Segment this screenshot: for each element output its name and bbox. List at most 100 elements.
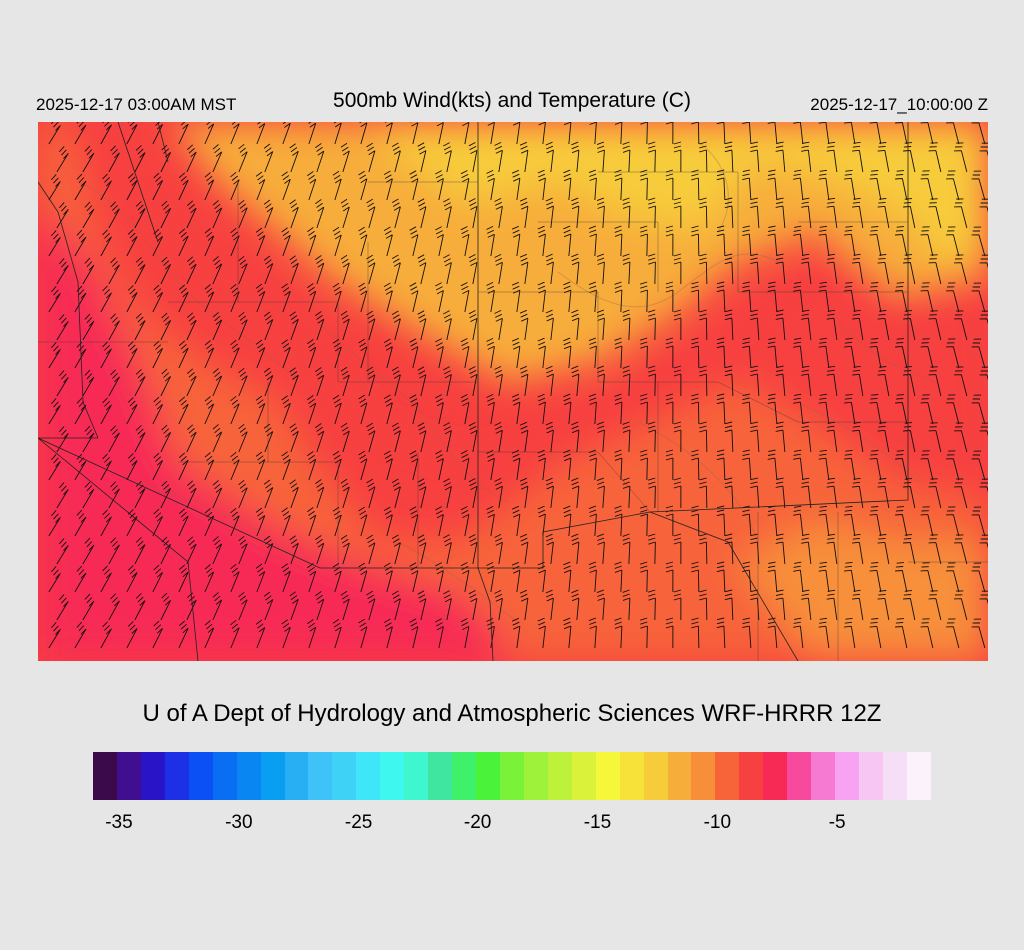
wind-barb <box>537 393 546 425</box>
wind-barb <box>383 450 393 481</box>
wind-barb <box>665 393 674 425</box>
wind-barb <box>742 561 752 593</box>
wind-barb <box>315 479 325 509</box>
wind-barb <box>486 225 495 257</box>
wind-barb <box>545 533 554 565</box>
wind-barb <box>750 309 760 341</box>
wind-barb <box>281 507 291 537</box>
wind-barb <box>920 562 934 593</box>
wind-barb <box>435 618 444 649</box>
wind-barb <box>699 197 708 229</box>
wind-barb <box>852 253 864 285</box>
wind-barb <box>640 393 648 425</box>
wind-barb <box>596 365 605 397</box>
wind-barb <box>979 590 988 605</box>
wind-barb <box>511 281 521 313</box>
wind-barb <box>519 421 529 453</box>
wind-barb <box>100 621 112 649</box>
wind-barb <box>826 253 838 285</box>
wind-barb <box>443 198 452 229</box>
wind-barb <box>614 281 623 313</box>
wind-barb <box>366 142 376 173</box>
wind-barb <box>767 449 778 481</box>
wind-barb <box>622 421 631 453</box>
colorbar-cell <box>739 752 764 800</box>
colorbar-cell <box>499 752 524 800</box>
colorbar-cell <box>882 752 907 800</box>
wind-barb <box>537 169 546 201</box>
wind-barb <box>391 310 401 341</box>
wind-barb <box>767 169 778 201</box>
wind-barb <box>263 535 274 565</box>
wind-barb <box>186 592 197 621</box>
wind-barb <box>877 254 890 285</box>
wind-barb <box>742 225 752 257</box>
wind-barb <box>979 534 988 549</box>
wind-barb <box>160 312 172 341</box>
wind-barb <box>716 505 726 537</box>
wind-barb <box>281 339 291 369</box>
wind-barb <box>511 169 521 201</box>
wind-barb <box>640 169 648 201</box>
wind-barb <box>724 141 734 173</box>
wind-barb <box>545 197 554 229</box>
wind-barb <box>971 618 986 649</box>
wind-barb <box>358 282 368 313</box>
wind-barb <box>108 201 120 229</box>
wind-barb <box>691 393 700 425</box>
wind-barb <box>74 397 87 425</box>
wind-barb <box>417 142 427 173</box>
wind-barb <box>178 508 189 537</box>
wind-barb <box>511 617 521 649</box>
wind-barb <box>699 309 708 341</box>
wind-barb <box>152 396 164 425</box>
wind-barb <box>230 395 240 425</box>
wind-barb <box>204 564 215 593</box>
wind-barb <box>366 590 376 621</box>
wind-barb <box>263 423 274 453</box>
wind-barb <box>691 505 700 537</box>
wind-barb <box>946 562 960 593</box>
wind-barb <box>648 477 656 509</box>
wind-barb <box>417 254 427 285</box>
wind-barb <box>852 533 864 565</box>
wind-barb <box>903 478 916 509</box>
wind-barb <box>844 281 856 313</box>
wind-barb <box>869 562 882 593</box>
colorbar-cell <box>547 752 572 800</box>
wind-barb <box>307 339 317 369</box>
wind-barb <box>409 394 419 425</box>
wind-barb <box>946 282 960 313</box>
wind-barb <box>212 312 223 341</box>
wind-barb <box>928 142 942 173</box>
wind-barb <box>545 365 554 397</box>
wind-barb <box>460 338 470 369</box>
colorbar-cell <box>787 752 812 800</box>
wind-barb <box>56 314 69 341</box>
colorbar-cell <box>835 752 859 800</box>
wind-barb <box>691 337 700 369</box>
wind-barb <box>699 477 708 509</box>
wind-barb <box>648 365 656 397</box>
wind-barb <box>877 198 890 229</box>
colorbar-cell <box>428 752 453 800</box>
wind-barb <box>409 506 419 537</box>
wind-barb <box>563 281 572 313</box>
wind-barb <box>724 589 734 621</box>
wind-barb <box>716 225 726 257</box>
wind-barb <box>519 309 529 341</box>
wind-barb <box>134 257 146 285</box>
wind-barb <box>435 506 444 537</box>
wind-barb <box>895 282 908 313</box>
wind-barb <box>178 122 189 145</box>
wind-barb <box>954 142 968 173</box>
wind-barb <box>152 122 164 145</box>
wind-barb <box>826 365 838 397</box>
wind-barb <box>383 562 393 593</box>
wind-barb <box>82 145 95 173</box>
wind-barb <box>315 143 325 173</box>
colorbar-cell <box>715 752 740 800</box>
wind-barb <box>391 366 401 397</box>
wind-barb <box>801 141 812 173</box>
wind-barb <box>134 201 146 229</box>
